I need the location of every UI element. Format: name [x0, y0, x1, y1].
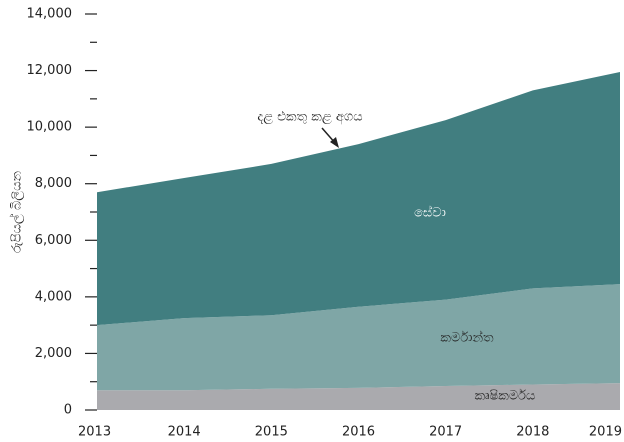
y-tick-label: 10,000	[27, 120, 73, 135]
x-tick-label: 2017	[429, 425, 462, 440]
y-tick-label: 0	[64, 403, 72, 418]
area	[97, 284, 620, 391]
y-tick-label: 4,000	[35, 289, 72, 304]
x-tick-label: 2018	[516, 425, 549, 440]
y-tick-label: 8,000	[35, 176, 72, 191]
x-tick-label: 2013	[78, 425, 111, 440]
x-tick-label: 2016	[342, 425, 375, 440]
x-tick-label: 2015	[255, 425, 288, 440]
y-axis-label: රුපියල් බිලියන	[8, 170, 24, 253]
y-tick-label: 2,000	[35, 346, 72, 361]
x-tick-label: 2019	[589, 425, 622, 440]
series-label: කෘෂිකර්මය	[475, 388, 536, 404]
arrow-head	[330, 137, 339, 148]
series-label: කර්මාන්ත	[440, 329, 494, 345]
y-tick-label: 14,000	[27, 7, 73, 22]
area	[97, 71, 620, 326]
annotation: දළ එකතු කළ අගය	[257, 110, 362, 125]
area	[97, 383, 620, 410]
x-tick-label: 2014	[168, 425, 201, 440]
y-tick-label: 12,000	[27, 63, 73, 78]
series-label: සේවා	[414, 204, 446, 220]
y-tick-label: 6,000	[35, 233, 72, 248]
